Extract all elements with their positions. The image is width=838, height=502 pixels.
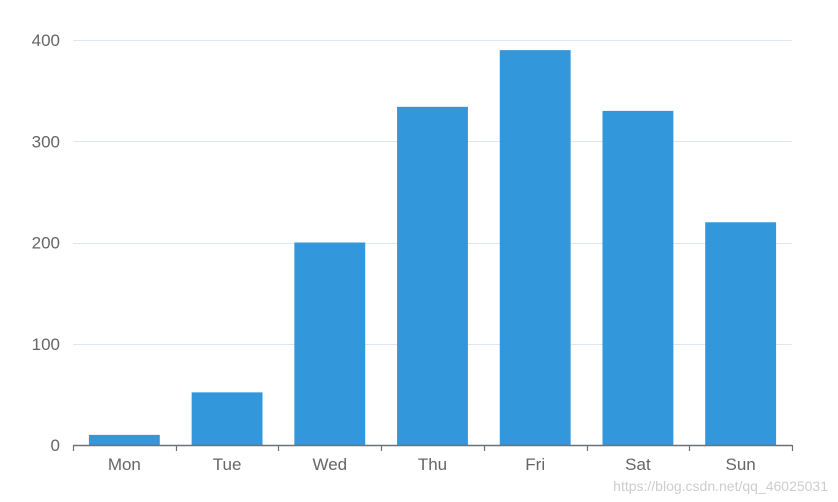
x-tick-label-sat: Sat [625,455,651,474]
bar-thu[interactable] [397,106,468,445]
x-tick-label-mon: Mon [108,455,141,474]
y-tick-label-200: 200 [32,234,60,253]
watermark-text: https://blog.csdn.net/qq_46025031 [613,478,828,494]
y-tick-label-0: 0 [51,436,60,455]
x-tick-label-sun: Sun [726,455,756,474]
x-tick-label-wed: Wed [312,455,347,474]
y-tick-label-300: 300 [32,132,60,151]
bar-sun[interactable] [705,222,777,445]
bar-fri[interactable] [499,50,571,445]
x-tick-label-fri: Fri [525,455,545,474]
bar-wed[interactable] [294,242,366,446]
bars [88,50,777,446]
y-tick-label-100: 100 [32,335,60,354]
x-tick-label-thu: Thu [418,455,447,474]
x-tick-label-tue: Tue [213,455,242,474]
bar-mon[interactable] [88,434,160,445]
y-axis-labels: 0 100 200 300 400 [32,31,60,455]
x-axis [72,444,794,451]
x-axis-labels: Mon Tue Wed Thu Fri Sat Sun [108,455,756,474]
y-tick-label-400: 400 [32,31,60,50]
bar-sat[interactable] [602,110,674,445]
bar-tue[interactable] [191,392,263,445]
